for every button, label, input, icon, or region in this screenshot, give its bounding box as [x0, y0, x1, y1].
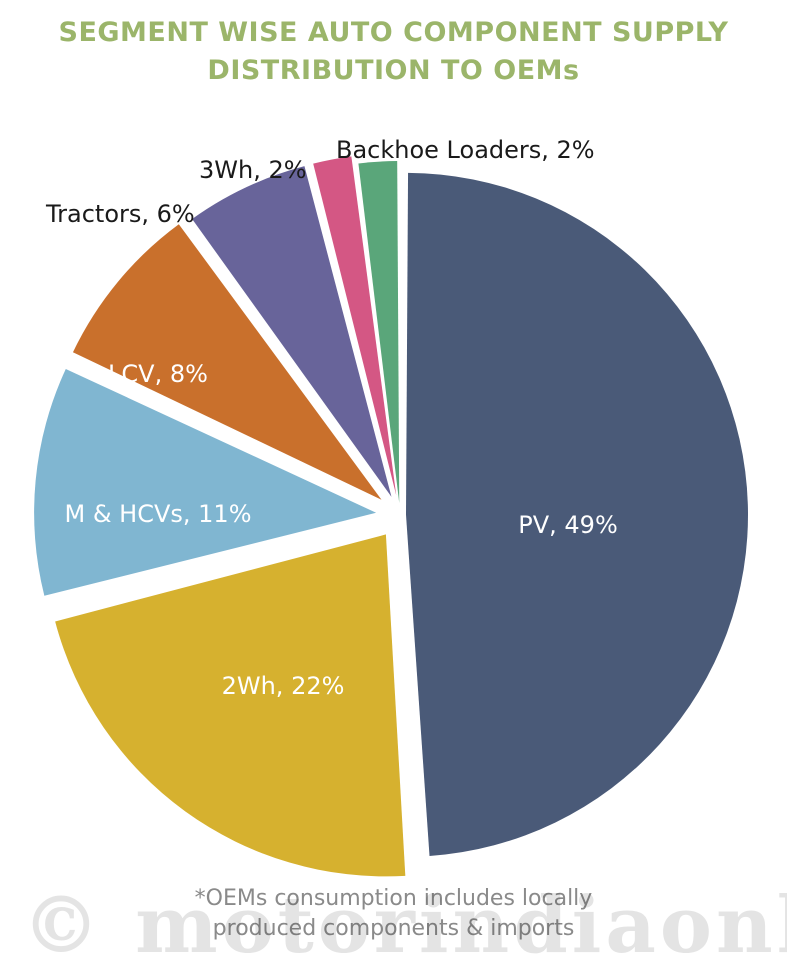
slice-label-tractors: Tractors, 6%	[45, 200, 195, 228]
slice-label-backhoe-loaders: Backhoe Loaders, 2%	[336, 136, 595, 164]
slice-label-2wh: 2Wh, 22%	[222, 672, 345, 700]
slice-label-lcv: LCV, 8%	[108, 360, 208, 388]
slice-label-m-hcvs: M & HCVs, 11%	[64, 500, 251, 528]
pie-slice-3wh	[313, 156, 397, 496]
pie-slice-m-hcvs	[34, 368, 377, 596]
slice-label-3wh: 3Wh, 2%	[199, 156, 307, 184]
footnote-line-1: *OEMs consumption includes locally	[194, 886, 593, 911]
pie-slice-tractors	[192, 166, 392, 497]
footnote-line-2: produced components & imports	[212, 916, 575, 941]
pie-slice-lcv	[72, 224, 382, 500]
pie-slice-backhoe-loaders	[358, 161, 400, 504]
chart-title-line-1: SEGMENT WISE AUTO COMPONENT SUPPLY	[58, 17, 729, 48]
footnote: *OEMs consumption includes locally produ…	[0, 884, 787, 944]
pie-slice-2wh	[55, 534, 406, 877]
chart-title-line-2: DISTRIBUTION TO OEMs	[207, 55, 580, 86]
pie-slice-pv	[405, 172, 748, 857]
slice-label-pv: PV, 49%	[518, 511, 618, 539]
chart-title: SEGMENT WISE AUTO COMPONENT SUPPLY DISTR…	[0, 14, 787, 90]
